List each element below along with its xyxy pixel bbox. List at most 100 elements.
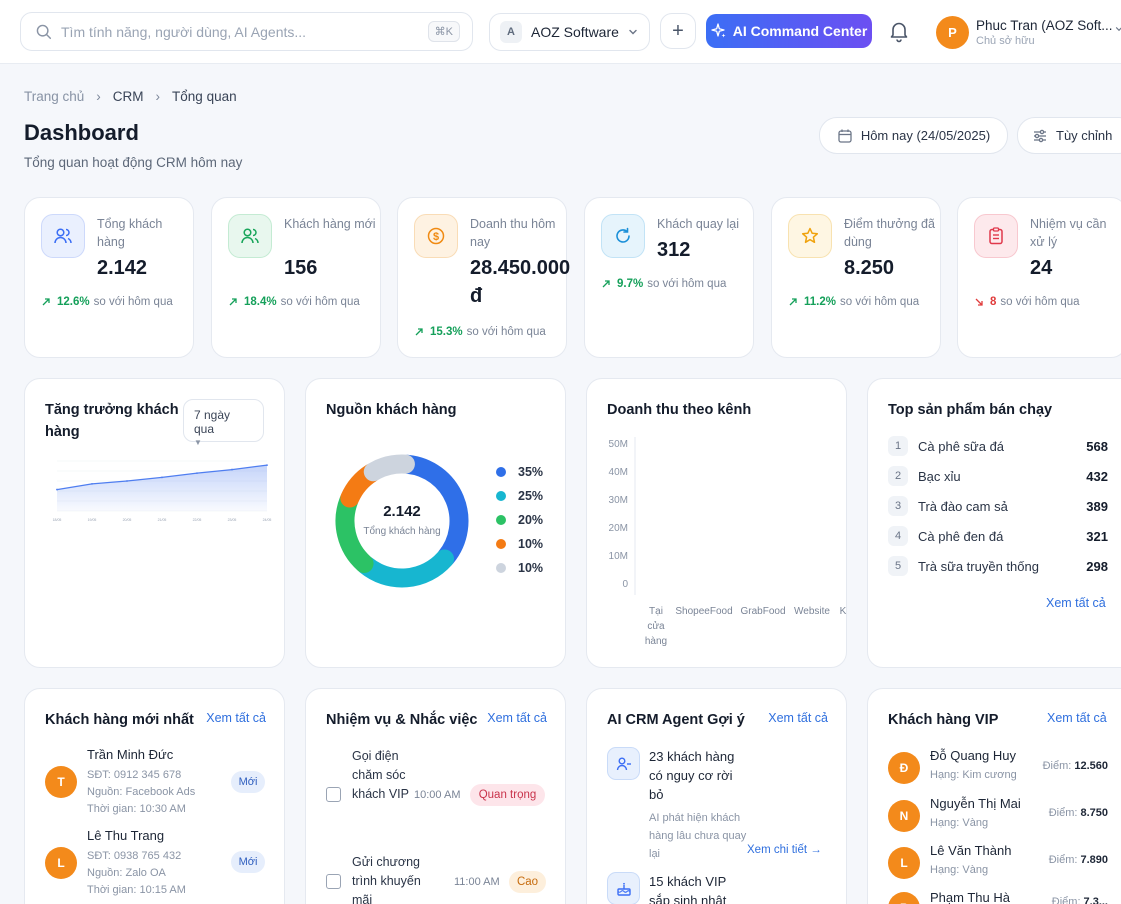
period-dropdown[interactable]: 7 ngày qua ▼ [183,399,264,447]
kpi-change: 11.2% so với hôm qua [788,296,919,308]
breadcrumb-home[interactable]: Trang chủ [24,89,85,104]
task-time: 11:00 AM [454,876,500,888]
kpi-card-pending-tasks[interactable]: Nhiệm vụ cần xử lý 24 8 so với hôm qua [957,197,1121,358]
kpi-change: 8 so với hôm qua [974,296,1080,308]
see-all-link[interactable]: Xem tất cả [1046,596,1106,610]
vip-customer-item[interactable]: L Lê Văn Thành Hạng: Vàng Điểm: 7.890 [888,843,1108,881]
legend-item: 25% [496,489,543,503]
see-all-link[interactable]: Xem tất cả [1047,711,1107,725]
add-button[interactable]: + [660,13,696,49]
x-tick-label: 19/05 [88,518,97,522]
product-rank: 5 [888,556,908,576]
y-tick-label: 50M [609,439,628,450]
kpi-card-returning-customers[interactable]: Khách quay lại 312 9.7% so với hôm qua [584,197,754,358]
points-label: Điểm: [1051,896,1081,904]
ai-command-center-button[interactable]: AI Command Center [706,14,872,48]
breadcrumb-crm[interactable]: CRM [112,89,144,104]
user-role: Chủ sở hữu [976,34,1035,47]
bell-icon[interactable] [886,18,912,44]
growth-point [56,488,58,491]
status-badge: Mới [231,771,265,793]
y-tick-label: 0 [622,579,628,590]
donut-slice[interactable] [398,454,469,567]
y-tick-label: 30M [609,495,628,506]
task-checkbox[interactable] [326,874,341,889]
customer-item[interactable]: L Lê Thu Trang SĐT: 0938 765 432 Nguồn: … [45,828,265,898]
x-tick-label: GrabFood [740,606,785,617]
cake-icon [607,872,640,904]
trend-down-icon [975,298,983,306]
task-checkbox[interactable] [326,787,341,802]
see-all-link[interactable]: Xem tất cả [206,711,266,725]
see-all-link[interactable]: Xem tất cả [768,711,828,725]
donut-slice[interactable] [363,454,415,482]
vip-points: Điểm: 7.3... [1052,896,1108,904]
customize-button[interactable]: Tùy chỉnh [1017,117,1121,154]
vip-points: Điểm: 7.890 [1049,854,1108,866]
breadcrumb-current: Tổng quan [172,89,237,104]
growth-area-chart: 18/05 19/05 20/05 21/05 22/05 23/05 24/05 [53,460,271,522]
revenue-bar-chart: 50M 40M 30M 20M 10M 0 Tại cửa hàng ShopeeFood Grab… [609,437,847,647]
see-all-link[interactable]: Xem tất cả [487,711,547,725]
vip-customer-item[interactable]: Đ Đỗ Quang Huy Hạng: Kim cương Điểm: 12.5… [888,748,1108,786]
period-dropdown-value: 7 ngày qua [194,408,231,436]
ai-button-label: AI Command Center [732,23,868,39]
panel-title: Nguồn khách hàng [326,402,457,418]
shortcut-hint: ⌘K [427,21,460,42]
search-input[interactable]: Tìm tính năng, người dùng, AI Agents... [61,23,307,40]
kpi-card-total-customers[interactable]: Tổng khách hàng 2.142 12.6% so với hôm q… [24,197,194,358]
product-name: Bạc xỉu [918,468,961,484]
customer-item[interactable]: T Trần Minh Đức SĐT: 0912 345 678 Nguồn:… [45,747,265,817]
customer-growth-panel: Tăng trưởng khách hàng 7 ngày qua ▼ 18/0… [24,378,285,668]
avatar: Đ [888,752,920,784]
points-value: 7.3... [1083,896,1108,904]
customer-name: Lê Thu Trang [87,828,165,843]
star-icon [788,214,832,258]
x-tick-label: 22/05 [193,518,202,522]
kpi-value: 156 [284,257,318,279]
legend-label: 20% [518,513,544,527]
new-customers-panel: Khách hàng mới nhất Xem tất cả T Trần Mi… [24,688,285,904]
kpi-card-revenue-today[interactable]: $ Doanh thu hôm nay 28.450.000 đ 15.3% s… [397,197,570,358]
user-menu[interactable]: P Phuc Tran (AOZ Soft... Chủ sở hữu [936,14,1121,50]
legend-dot [496,563,506,573]
kpi-change-value: 8 [990,296,997,308]
date-filter-button[interactable]: Hôm nay (24/05/2025) [819,117,1008,154]
kpi-label: Khách quay lại [657,217,740,231]
legend-dot [496,467,506,477]
chevron-right-icon: › [155,89,161,104]
customer-source-panel: Nguồn khách hàng 2.142 Tổng khách hàng 3… [305,378,566,668]
kpi-compare: so với hôm qua [1000,296,1080,308]
product-rank: 3 [888,496,908,516]
kpi-card-points-used[interactable]: Điểm thưởng đã dùng 8.250 11.2% so với h… [771,197,941,358]
search-box[interactable]: Tìm tính năng, người dùng, AI Agents... … [20,12,473,51]
vip-customer-item[interactable]: P Phạm Thu Hà Điểm:7.3... [888,890,1108,904]
view-detail-link[interactable]: Xem chi tiết → [747,844,822,856]
kpi-change-value: 11.2% [804,296,836,308]
vip-customer-item[interactable]: N Nguyễn Thị Mai Hạng: Vàng Điểm: 8.750 [888,796,1108,834]
product-qty: 321 [1086,528,1108,544]
product-name: Trà đào cam sả [918,498,1008,514]
legend-item: 10% [496,561,543,575]
legend-label: 10% [518,561,544,575]
kpi-label: Khách hàng mới [284,217,376,231]
x-tick-label: Khác [840,606,847,617]
legend-dot [496,491,506,501]
source-donut-chart [335,454,469,588]
x-tick-label: 23/05 [228,518,237,522]
growth-point [231,468,233,471]
points-label: Điểm: [1048,854,1078,866]
ai-suggestion-title: 15 khách VIP sắp sinh nhật [649,874,727,904]
org-switcher[interactable]: A AOZ Software [489,13,650,51]
donut-slice[interactable] [335,490,374,574]
ai-suggestion-desc: AI phát hiện khách hàng lâu chưa quay lạ… [649,812,747,860]
task-text: Gửi chương trình khuyến mãi [352,855,421,904]
vip-customers-panel: Khách hàng VIP Xem tất cả Đ Đỗ Quang Huy… [867,688,1121,904]
product-name: Trà sữa truyền thống [918,558,1039,574]
kpi-card-new-customers[interactable]: Khách hàng mới 156 18.4% so với hôm qua [211,197,381,358]
x-tick-label: Tại [649,606,663,617]
donut-slice[interactable] [356,549,455,588]
avatar: L [45,847,77,879]
product-name: Cà phê đen đá [918,528,1004,544]
top-products-panel: Top sản phẩm bán chạy 1 Cà phê sữa đá 568 … [867,378,1121,668]
